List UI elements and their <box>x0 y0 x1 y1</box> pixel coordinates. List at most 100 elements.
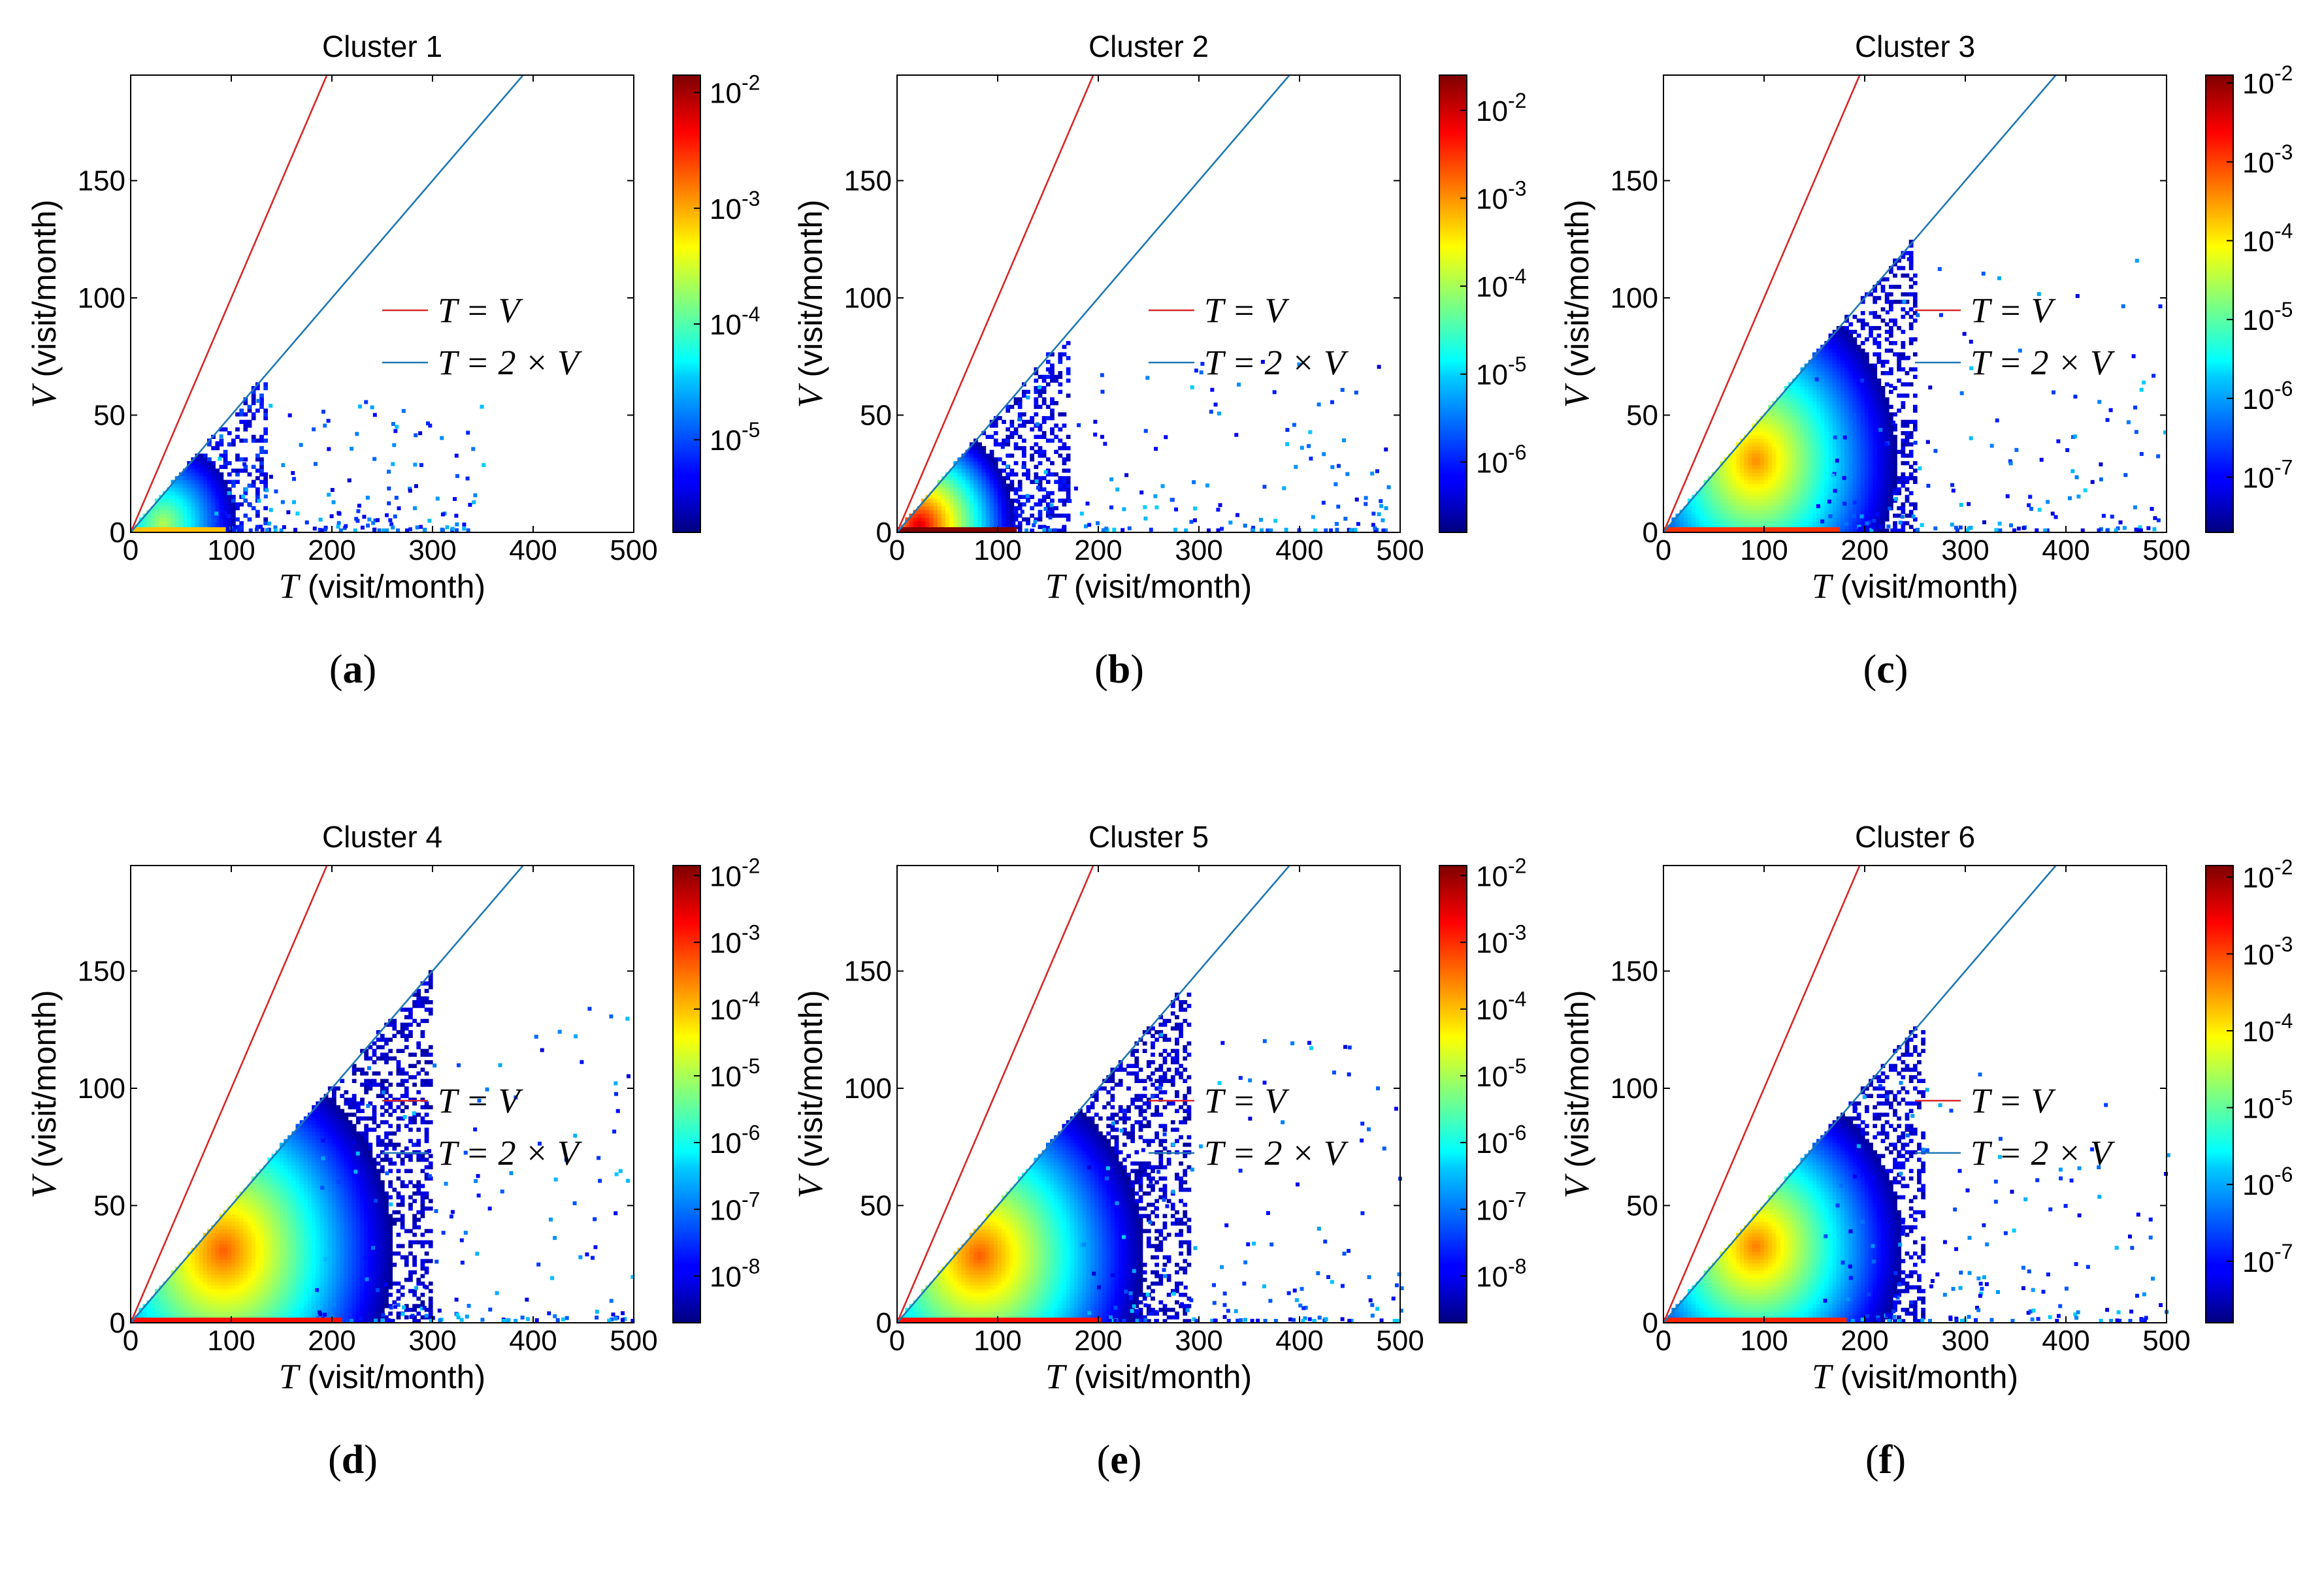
density-cell <box>1836 408 1841 413</box>
density-cell <box>187 498 191 503</box>
plot-frame <box>896 74 1401 533</box>
density-cell <box>1820 397 1825 402</box>
density-cell <box>401 409 406 413</box>
density-cell <box>949 483 954 488</box>
density-cell <box>291 1266 297 1271</box>
density-cell <box>191 513 196 518</box>
density-cell <box>2035 528 2039 532</box>
density-cell <box>1768 430 1773 436</box>
density-cell <box>1716 510 1720 514</box>
density-cell <box>219 1281 224 1286</box>
density-cell <box>191 468 196 473</box>
density-cell <box>1808 412 1813 417</box>
density-cell <box>1800 506 1805 511</box>
density-cell <box>1901 356 1906 361</box>
density-cell <box>1865 464 1869 469</box>
density-cell <box>2016 527 2021 531</box>
density-cell <box>1858 527 1862 531</box>
density-cell <box>1852 371 1858 376</box>
density-cell <box>199 513 204 518</box>
density-cell <box>1842 435 1847 440</box>
density-cell <box>414 433 418 438</box>
density-cell <box>321 410 325 414</box>
density-cell <box>1873 423 1878 428</box>
density-cell <box>263 1315 269 1320</box>
density-cell <box>1748 494 1753 499</box>
density-cell <box>1897 513 1902 518</box>
density-cell <box>1869 412 1873 417</box>
density-cell <box>1884 359 1890 365</box>
density-cell <box>235 1221 240 1226</box>
density-cell <box>255 1203 260 1207</box>
density-cell <box>1780 442 1785 447</box>
density-cell <box>1006 404 1011 410</box>
density-cell <box>1788 427 1793 432</box>
density-cell <box>977 476 982 481</box>
density-cell <box>1852 430 1858 436</box>
density-cell <box>203 461 208 466</box>
density-cell <box>1873 299 1878 304</box>
density-cell <box>408 489 412 493</box>
density-cell <box>1841 382 1845 387</box>
density-cell <box>219 525 224 529</box>
density-cell <box>1901 528 1906 533</box>
density-cell <box>1865 419 1869 425</box>
density-cell <box>1768 408 1773 413</box>
density-cell <box>203 1296 208 1301</box>
density-cell <box>1876 386 1882 391</box>
density-cell <box>1748 457 1753 462</box>
density-cell <box>215 1244 220 1248</box>
density-cell <box>291 1270 297 1274</box>
density-cell <box>291 1214 297 1218</box>
density-cell <box>1062 528 1067 533</box>
density-cell <box>1908 382 1914 387</box>
density-cell <box>357 504 361 508</box>
density-cell <box>1869 457 1873 462</box>
density-cell <box>1236 382 1241 387</box>
density-cell <box>163 1285 168 1289</box>
density-cell <box>150 506 155 511</box>
density-cell <box>263 1251 269 1256</box>
density-cell <box>1772 434 1777 440</box>
density-cell <box>271 1278 276 1282</box>
density-cell <box>974 442 978 447</box>
density-cell <box>1844 408 1849 413</box>
density-cell <box>199 487 204 492</box>
density-cell <box>231 1266 236 1271</box>
density-cell <box>1752 513 1757 518</box>
density-cell <box>1812 427 1817 432</box>
density-cell <box>1852 510 1858 514</box>
density-cell <box>957 506 962 511</box>
density-cell <box>263 1240 269 1244</box>
density-cell <box>263 1270 269 1274</box>
density-cell <box>195 1266 200 1271</box>
density-cell <box>989 434 994 440</box>
density-cell <box>1905 371 1910 376</box>
density-cell <box>167 1308 172 1312</box>
density-cell <box>1844 341 1849 346</box>
density-cell <box>195 1248 200 1252</box>
density-cell <box>247 1251 252 1256</box>
density-cell <box>247 1266 252 1271</box>
density-cell <box>1901 266 1906 270</box>
density-cell <box>1679 513 1684 518</box>
density-cell <box>159 1308 163 1312</box>
density-cell <box>259 446 264 451</box>
density-cell <box>1852 502 1858 507</box>
density-cell <box>1962 332 1967 336</box>
density-cell <box>945 521 950 526</box>
density-cell <box>1695 494 1701 499</box>
density-cell <box>977 461 982 466</box>
density-cell <box>1776 498 1781 503</box>
density-cell <box>279 1300 284 1304</box>
density-cell <box>284 1191 288 1196</box>
density-cell <box>1820 374 1825 380</box>
density-cell <box>1780 393 1785 398</box>
density-cell <box>1812 442 1817 447</box>
density-cell <box>231 502 236 507</box>
density-cell <box>1832 502 1837 507</box>
density-cell <box>1768 427 1773 432</box>
density-cell <box>1820 510 1825 514</box>
density-cell <box>1865 449 1869 454</box>
density-cell <box>1828 348 1833 353</box>
